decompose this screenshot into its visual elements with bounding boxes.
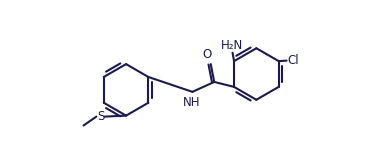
Text: NH: NH (183, 96, 200, 109)
Text: H₂N: H₂N (220, 39, 243, 52)
Text: Cl: Cl (287, 54, 299, 67)
Text: O: O (202, 48, 211, 61)
Text: S: S (98, 110, 105, 123)
